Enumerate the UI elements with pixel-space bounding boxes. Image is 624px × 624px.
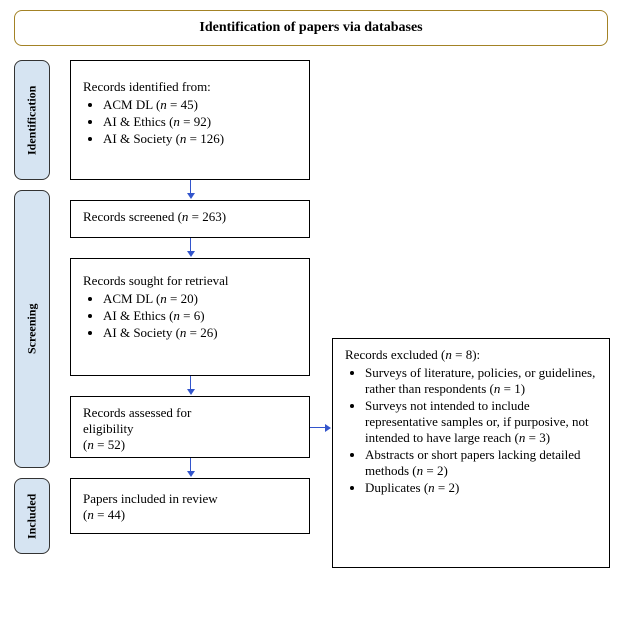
phase-identification: Identification: [14, 60, 50, 180]
records-assessed-line1: Records assessed for: [83, 405, 297, 421]
exclusion-item: Surveys of literature, policies, or guid…: [365, 365, 597, 397]
records-identified-box: Records identified from: ACM DL (n = 45)…: [70, 60, 310, 180]
source-item: AI & Society (n = 26): [103, 325, 297, 341]
source-item: ACM DL (n = 45): [103, 97, 297, 113]
papers-included-n: (n = 44): [83, 507, 297, 523]
records-sought-intro: Records sought for retrieval: [83, 273, 297, 289]
records-sought-list: ACM DL (n = 20)AI & Ethics (n = 6)AI & S…: [83, 291, 297, 341]
phase-screening: Screening: [14, 190, 50, 468]
records-excluded-list: Surveys of literature, policies, or guid…: [345, 365, 597, 496]
phase-included: Included: [14, 478, 50, 554]
records-excluded-intro: Records excluded (n = 8):: [345, 347, 597, 363]
records-sought-box: Records sought for retrieval ACM DL (n =…: [70, 258, 310, 376]
records-assessed-box: Records assessed for eligibility (n = 52…: [70, 396, 310, 458]
header-title: Identification of papers via databases: [199, 20, 422, 36]
flow-arrow-down: [190, 458, 191, 472]
exclusion-item: Duplicates (n = 2): [365, 480, 597, 496]
records-excluded-box: Records excluded (n = 8): Surveys of lit…: [332, 338, 610, 568]
records-identified-intro: Records identified from:: [83, 79, 297, 95]
header-box: Identification of papers via databases: [14, 10, 608, 46]
flow-arrow-down: [190, 238, 191, 252]
records-assessed-n: (n = 52): [83, 437, 297, 453]
flow-arrow-right: [310, 427, 326, 428]
source-item: AI & Ethics (n = 6): [103, 308, 297, 324]
source-item: AI & Ethics (n = 92): [103, 114, 297, 130]
records-screened-text: Records screened (n = 263): [83, 209, 226, 224]
exclusion-item: Surveys not intended to include represen…: [365, 398, 597, 446]
exclusion-item: Abstracts or short papers lacking detail…: [365, 447, 597, 479]
source-item: AI & Society (n = 126): [103, 131, 297, 147]
papers-included-box: Papers included in review (n = 44): [70, 478, 310, 534]
flow-arrow-down: [190, 376, 191, 390]
records-assessed-line2: eligibility: [83, 421, 297, 437]
records-screened-box: Records screened (n = 263): [70, 200, 310, 238]
source-item: ACM DL (n = 20): [103, 291, 297, 307]
papers-included-line1: Papers included in review: [83, 491, 297, 507]
flow-arrow-down: [190, 180, 191, 194]
records-identified-list: ACM DL (n = 45)AI & Ethics (n = 92)AI & …: [83, 97, 297, 147]
